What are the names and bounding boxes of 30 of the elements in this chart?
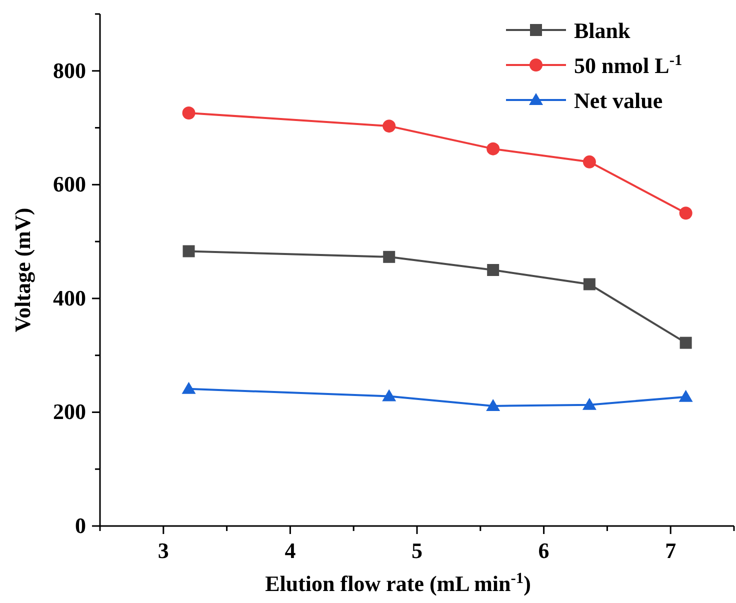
x-tick-label: 4 <box>284 538 296 563</box>
point <box>486 142 500 156</box>
y-axis-title: Voltage (mV) <box>10 208 35 332</box>
point <box>679 206 692 220</box>
y-tick-label: 800 <box>53 58 86 83</box>
point <box>680 336 692 349</box>
y-tick-label: 200 <box>53 399 86 424</box>
point <box>182 382 196 394</box>
point <box>182 106 196 120</box>
legend-label: 50 nmol L$^{-1}$ <box>574 52 682 78</box>
x-axis-title: Elution flow rate (mL min$^{-1}$) <box>265 570 531 596</box>
legend-label: Blank <box>574 18 632 43</box>
point <box>582 155 596 168</box>
point <box>678 390 693 402</box>
point <box>583 278 596 290</box>
point <box>182 245 195 258</box>
point <box>383 250 396 263</box>
point <box>382 120 396 133</box>
x-tick-label: 6 <box>538 538 550 563</box>
y-tick-label: 0 <box>75 513 86 538</box>
y-tick-label: 400 <box>53 285 86 310</box>
x-tick-label: 7 <box>665 538 676 563</box>
x-tick-label: 5 <box>412 538 422 563</box>
point <box>582 398 596 410</box>
x-tick-label: 3 <box>158 538 169 563</box>
legend-label: Net value <box>574 88 663 113</box>
y-tick-label: 600 <box>53 172 86 197</box>
point <box>487 264 500 276</box>
point <box>486 398 500 411</box>
point <box>382 389 396 402</box>
